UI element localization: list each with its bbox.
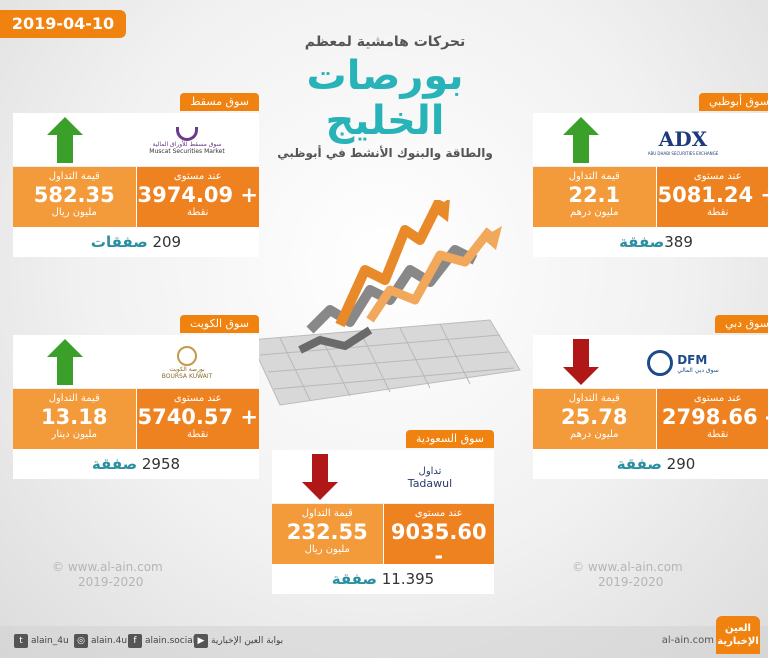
al-ain-logo: العين الإخبارية	[716, 616, 760, 654]
headline-main-1: بورصات	[306, 53, 464, 99]
trading-value-cell: قيمة التداول 232.55 مليون ريال	[272, 504, 384, 564]
trading-value-cell: قيمة التداول 13.18 مليون دينار	[13, 389, 137, 449]
trading-value-cell: قيمة التداول 582.35 مليون ريال	[13, 167, 137, 227]
adx-logo: ADX ABU DHABI SECURITIES EXCHANGE	[647, 126, 719, 156]
twitter-link[interactable]: t alain_4u	[14, 634, 69, 648]
market-name: سوق دبي	[714, 315, 768, 333]
down-arrow-icon	[563, 339, 599, 385]
deals-count: 290 صفقة	[533, 449, 768, 479]
index-level-cell: عند مستوى 9035.60 - نقطة	[383, 504, 494, 579]
headline-subtitle: والطاقة والبنوك الأنشط في أبوظبي	[277, 146, 493, 160]
down-arrow-icon	[302, 454, 338, 500]
facebook-link[interactable]: f alain.social	[128, 634, 195, 648]
deals-count: 389صفقة	[533, 227, 768, 257]
market-card-kuwait: سوق الكويت بورصة الكويت BOURSA KUWAIT قي…	[13, 315, 259, 479]
market-name: سوق مسقط	[180, 93, 259, 111]
watermark-right: © www.al-ain.com 2019-2020	[572, 560, 683, 589]
index-level-cell: عند مستوى 5740.57 + نقطة	[136, 389, 259, 449]
date-badge: 2019-04-10	[0, 10, 126, 38]
index-level-cell: عند مستوى 2798.66 - نقطة	[656, 389, 768, 449]
twitter-icon: t	[14, 634, 28, 648]
market-card-dubai: سوق دبي DFM سوق دبي المالي قيمة التداول …	[533, 315, 768, 479]
market-name: سوق أبوظبي	[699, 93, 768, 111]
site-link[interactable]: al-ain.com	[661, 635, 714, 646]
deals-count: 2958 صفقة	[13, 449, 259, 479]
up-arrow-icon	[563, 117, 599, 163]
boursa-kuwait-logo: بورصة الكويت BOURSA KUWAIT	[141, 343, 233, 383]
market-card-muscat: سوق مسقط سوق مسقط للأوراق المالية Muscat…	[13, 93, 259, 257]
market-name: سوق السعودية	[406, 430, 494, 448]
instagram-icon: ◎	[74, 634, 88, 648]
youtube-icon: ▶	[194, 634, 208, 648]
instagram-link[interactable]: ◎ alain.4u	[74, 634, 127, 648]
market-name: سوق الكويت	[180, 315, 259, 333]
dfm-logo: DFM سوق دبي المالي	[637, 343, 729, 383]
rising-arrows-illustration	[249, 200, 521, 406]
tadawul-logo: تداول Tadawul	[407, 466, 453, 490]
trading-value-cell: قيمة التداول 22.1 مليون درهم	[533, 167, 657, 227]
youtube-link[interactable]: ▶ بوابة العين الإخبارية	[194, 634, 283, 648]
market-card-saudi: سوق السعودية تداول Tadawul قيمة التداول …	[272, 430, 494, 594]
deals-count: 209 صفقات	[13, 227, 259, 257]
index-level-cell: عند مستوى 3974.09 + نقطة	[136, 167, 259, 227]
watermark-left: © www.al-ain.com 2019-2020	[52, 560, 163, 589]
index-level-cell: عند مستوى 5081.24 + نقطة	[656, 167, 768, 227]
headline-top: تحركات هامشية لمعظم	[304, 34, 466, 50]
muscat-logo: سوق مسقط للأوراق المالية Muscat Securiti…	[141, 121, 233, 161]
market-card-abudhabi: سوق أبوظبي ADX ABU DHABI SECURITIES EXCH…	[533, 93, 768, 257]
facebook-icon: f	[128, 634, 142, 648]
up-arrow-icon	[47, 117, 83, 163]
footer-bar: t alain_4u ◎ alain.4u f alain.social ▶ ب…	[0, 626, 768, 658]
headline-main-2: الخليج	[325, 98, 445, 144]
trading-value-cell: قيمة التداول 25.78 مليون درهم	[533, 389, 657, 449]
headline: تحركات هامشية لمعظم بورصات الخليج والطاق…	[250, 34, 520, 160]
up-arrow-icon	[47, 339, 83, 385]
deals-count: 11.395 صفقة	[272, 564, 494, 594]
